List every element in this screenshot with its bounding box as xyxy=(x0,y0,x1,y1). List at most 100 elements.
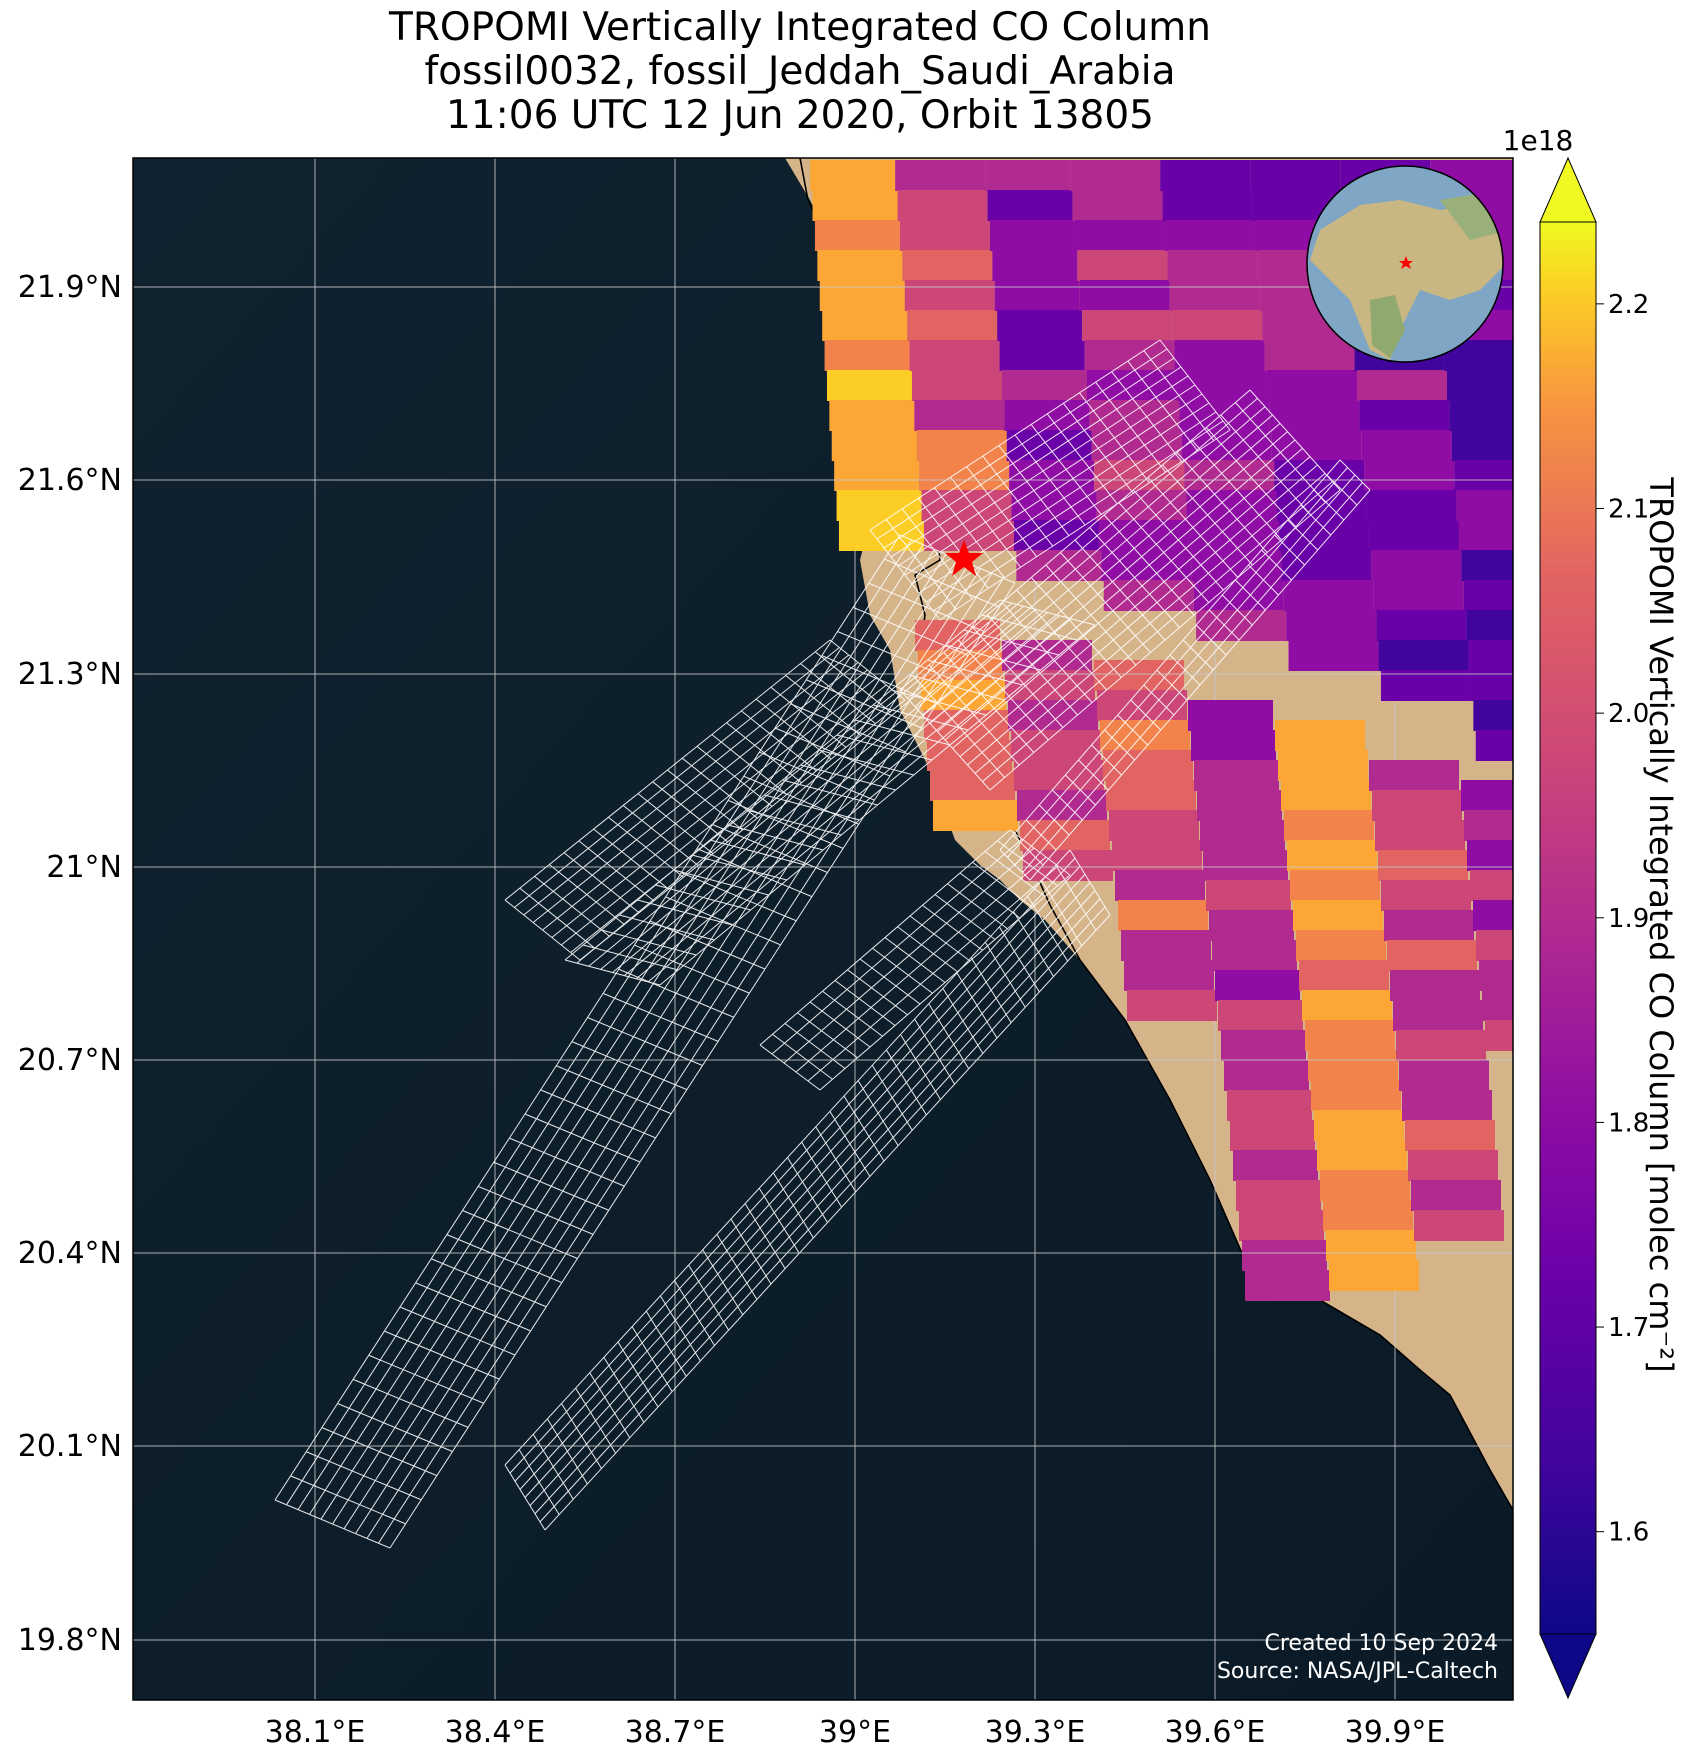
grid-line xyxy=(883,357,1175,549)
colorbar-extend-top xyxy=(1539,156,1597,223)
colorbar: 1e18 1.6 1.7 1.8 1.9 2.0 2.1 2.2 TROPOMI Verti… xyxy=(1503,124,1680,1700)
swath-pixel xyxy=(1296,930,1386,961)
lat-tick-label: 19.8°N xyxy=(18,1623,122,1658)
swath-pixel xyxy=(1077,250,1168,281)
grid-line xyxy=(932,420,1224,612)
swath-pixel xyxy=(1264,340,1355,371)
colorbar-tick-label: 1.7 xyxy=(1608,1313,1649,1343)
swath-pixel xyxy=(992,250,1078,281)
grid-line xyxy=(297,544,924,1510)
swath-pixel xyxy=(1378,640,1469,671)
swath-pixel xyxy=(916,430,1007,461)
swath-pixel xyxy=(1458,520,1513,551)
swath-pixel xyxy=(1408,1150,1498,1181)
map-content: Created 10 Sep 2024 Source: NASA/JPL-Cal… xyxy=(133,158,1513,1700)
swath-pixel xyxy=(1368,520,1459,551)
colorbar-tick-label: 1.8 xyxy=(1608,1108,1649,1138)
swath-pixel xyxy=(907,310,998,341)
swath-pixel xyxy=(1020,820,1110,851)
swath-pixel xyxy=(1174,340,1265,371)
swath-pixel xyxy=(1164,220,1255,251)
swath-pixel xyxy=(1320,1170,1410,1201)
swath-pixel xyxy=(1266,370,1357,401)
swath-pixel xyxy=(1288,640,1379,671)
swath-pixel xyxy=(1162,190,1253,221)
grid-line xyxy=(1022,482,1363,873)
grid-line xyxy=(1007,467,1348,858)
grid-line xyxy=(922,904,983,951)
colorbar-label: TROPOMI Vertically Integrated CO Column … xyxy=(1642,476,1680,1372)
colorbar-tick-label: 2.0 xyxy=(1608,699,1649,729)
swath-pixel xyxy=(1094,660,1184,691)
grid-line xyxy=(612,612,1048,973)
colorbar-tick-label: 2.2 xyxy=(1608,290,1649,320)
colorbar-tick-label: 1.6 xyxy=(1608,1518,1649,1548)
swath-pixel xyxy=(1464,810,1513,841)
grid-line xyxy=(332,558,958,1525)
swath-pixel xyxy=(826,370,912,401)
grid-line xyxy=(869,339,1161,531)
target-grids xyxy=(274,339,1371,1549)
swath-pixel xyxy=(1466,610,1513,641)
swath-pixel xyxy=(1224,1060,1309,1091)
grid-line xyxy=(771,838,1023,1055)
swath-pixel xyxy=(1118,900,1208,931)
swath-pixel xyxy=(1451,430,1513,461)
swath-pixel xyxy=(1468,640,1513,671)
grid-line xyxy=(544,914,1111,1531)
swath-pixel xyxy=(1479,960,1513,991)
credit-created: Created 10 Sep 2024 xyxy=(1265,1631,1499,1656)
grid-line xyxy=(934,894,996,940)
swath-pixel xyxy=(1203,850,1288,881)
swath-pixel xyxy=(897,190,988,221)
swath-pixel xyxy=(1364,460,1455,491)
swath-pixel xyxy=(904,280,995,311)
grid-line xyxy=(551,677,878,938)
grid-line xyxy=(560,684,887,946)
swath-pixel xyxy=(1008,700,1098,731)
swath-pixel xyxy=(1011,730,1101,761)
swath-pixel xyxy=(1106,780,1196,811)
grid-line xyxy=(509,857,1076,1474)
grid-line xyxy=(819,874,1071,1091)
swath-pixel xyxy=(1456,490,1513,521)
swath-pixel xyxy=(985,160,1071,191)
swath-pixel xyxy=(1172,310,1263,341)
swath-pixel xyxy=(1405,1120,1495,1151)
grid-line xyxy=(997,840,1058,887)
swath-pixel xyxy=(1124,960,1214,991)
grid-line xyxy=(914,406,1266,708)
swath-pixel xyxy=(1414,1210,1504,1241)
swath-pixel xyxy=(1215,970,1300,1001)
lat-tick-label: 20.4°N xyxy=(18,1236,122,1271)
swath-pixel xyxy=(1449,400,1513,431)
swath-pixel xyxy=(1206,880,1291,911)
grid-line xyxy=(784,1023,846,1069)
lat-tick-label: 21.9°N xyxy=(18,270,122,305)
swath-pixel xyxy=(1399,1060,1489,1091)
grid-line xyxy=(524,882,1091,1498)
grid-line xyxy=(588,605,1025,967)
lon-tick-label: 38.7°E xyxy=(625,1715,726,1748)
lon-tick-label: 39.6°E xyxy=(1165,1715,1266,1748)
swath-pixel xyxy=(810,160,896,191)
swath-pixel xyxy=(1274,460,1365,491)
swath-pixel xyxy=(1227,1090,1312,1121)
swath-pixel xyxy=(1084,340,1175,371)
colorbar-tick-label: 1.9 xyxy=(1608,904,1649,934)
swath-pixel xyxy=(1473,900,1513,931)
grid-line xyxy=(909,915,971,962)
swath-pixel xyxy=(1275,720,1365,751)
swath-pixel xyxy=(1271,430,1362,461)
swath-pixel xyxy=(1074,220,1165,251)
swath-pixel xyxy=(824,340,910,371)
grid-line xyxy=(600,608,1036,970)
lon-tick-labels: 38.1°E 38.4°E 38.7°E 39°E 39.3°E 39.6°E … xyxy=(265,1715,1446,1748)
swath-pixel xyxy=(1378,850,1468,881)
swath-pixel xyxy=(1381,880,1471,911)
grid-line xyxy=(872,947,933,994)
grid-line xyxy=(989,489,1341,791)
swath-pixel xyxy=(1209,910,1294,941)
swath-pixel xyxy=(1373,580,1464,611)
grid-line xyxy=(899,389,1251,691)
